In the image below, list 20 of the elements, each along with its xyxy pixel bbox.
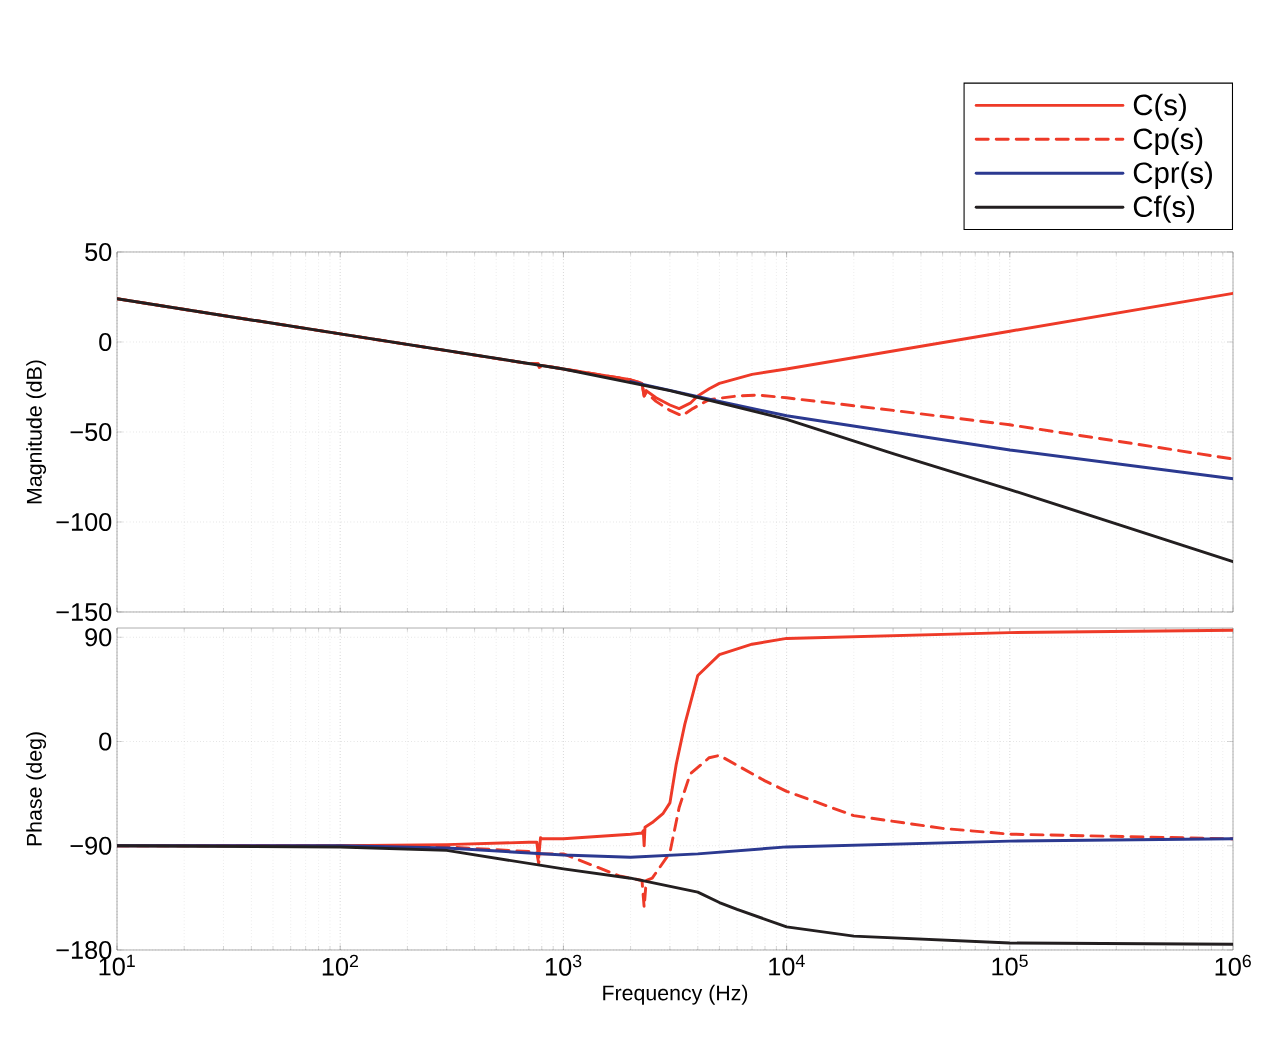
x-axis-title: Frequency (Hz)	[603, 984, 748, 1005]
legend-label: Cp(s)	[1133, 127, 1203, 156]
legend-label: C(s)	[1133, 93, 1186, 122]
x-tick-label: 10$^{5}$	[992, 954, 1028, 976]
x-tick-label: 10$^{3}$	[545, 954, 582, 976]
y-tick-label: −100	[56, 513, 112, 531]
legend-label: Cf(s)	[1133, 195, 1195, 223]
y-tick-label: −50	[70, 423, 112, 441]
y-tick-label: 0	[99, 333, 112, 351]
y-tick-label: 0	[99, 732, 112, 751]
x-tick-label: 10$^{2}$	[322, 954, 358, 976]
x-tick-label: 10$^{4}$	[769, 954, 805, 976]
legend-label: Cpr(s)	[1133, 161, 1212, 189]
y-axis-title: Phase (deg)	[26, 732, 47, 846]
y-tick-label: −90	[70, 836, 112, 855]
y-tick-label: 50	[85, 243, 112, 261]
x-tick-label: 10$^{6}$	[1215, 954, 1251, 976]
y-tick-label: −150	[56, 603, 112, 621]
y-tick-label: 90	[85, 628, 112, 647]
y-axis-title: Magnitude (dB)	[26, 360, 47, 504]
